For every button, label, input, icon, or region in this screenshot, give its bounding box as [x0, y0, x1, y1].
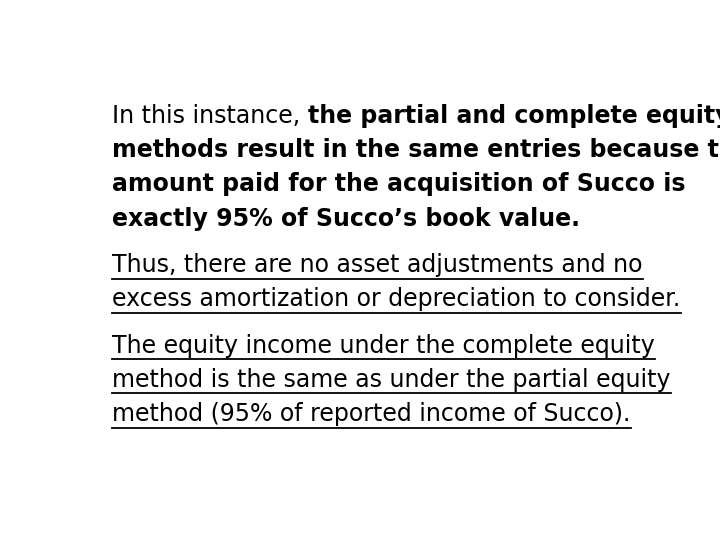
Text: amount paid for the acquisition of Succo is: amount paid for the acquisition of Succo…: [112, 172, 686, 197]
Text: The equity income under the complete equity: The equity income under the complete equ…: [112, 334, 655, 358]
Text: methods result in the same entries because the: methods result in the same entries becau…: [112, 138, 720, 163]
Text: Thus, there are no asset adjustments and no: Thus, there are no asset adjustments and…: [112, 253, 643, 277]
Text: exactly 95% of Succo’s book value.: exactly 95% of Succo’s book value.: [112, 207, 580, 231]
Text: the partial and complete equity: the partial and complete equity: [308, 104, 720, 129]
Text: In this instance,: In this instance,: [112, 104, 308, 129]
Text: method is the same as under the partial equity: method is the same as under the partial …: [112, 368, 671, 392]
Text: method (95% of reported income of Succo).: method (95% of reported income of Succo)…: [112, 402, 631, 426]
Text: excess amortization or depreciation to consider.: excess amortization or depreciation to c…: [112, 287, 680, 311]
